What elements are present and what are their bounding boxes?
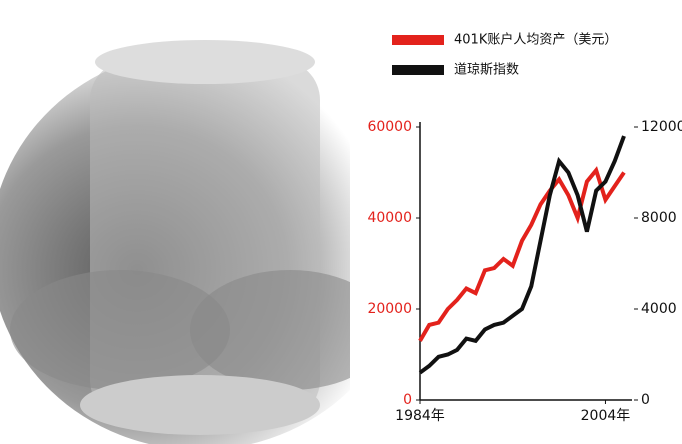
- legend-label: 道琼斯指数: [454, 63, 519, 78]
- legend-label: 401K账户人均资产（美元）: [454, 32, 617, 48]
- y-tick-label: 20000: [367, 301, 412, 317]
- x-tick-label: 1984年: [395, 408, 445, 424]
- y-tick-label: 60000: [367, 119, 412, 135]
- plot-background: [350, 100, 682, 444]
- series-line: [418, 135, 626, 375]
- x-tick-label: 2004年: [581, 408, 631, 424]
- y2-tick-label: 12000: [641, 119, 682, 135]
- y2-tick-label: 8000: [641, 210, 677, 226]
- legend-swatch: [392, 35, 444, 45]
- y-tick-label: 40000: [367, 210, 412, 226]
- y2-tick-label: 0: [641, 392, 650, 408]
- y2-tick-label: 4000: [641, 301, 677, 317]
- photo-background: [0, 40, 410, 444]
- series-line: [418, 166, 626, 342]
- y-tick-label: 0: [403, 392, 412, 408]
- legend-swatch: [392, 65, 444, 75]
